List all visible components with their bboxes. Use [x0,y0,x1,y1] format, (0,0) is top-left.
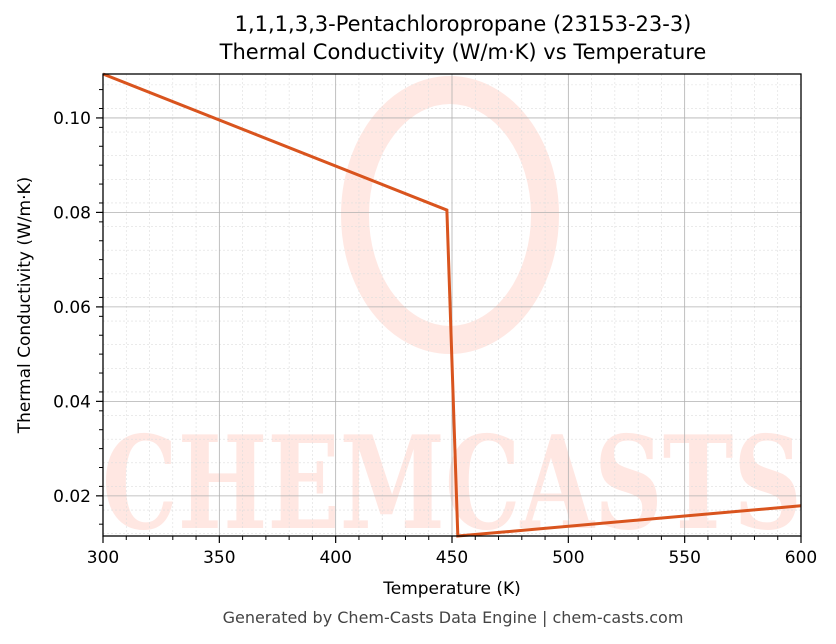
x-tick-label: 550 [668,548,700,568]
y-tick-label: 0.02 [53,487,91,507]
x-axis-label: Temperature (K) [382,579,521,599]
y-tick-label: 0.04 [53,392,91,412]
chart-title: 1,1,1,3,3-Pentachloropropane (23153-23-3… [234,12,692,36]
y-tick-label: 0.06 [53,298,91,318]
x-tick-label: 450 [436,548,468,568]
x-tick-label: 350 [203,548,235,568]
y-tick-label: 0.08 [53,203,91,223]
footer-credit: Generated by Chem-Casts Data Engine | ch… [222,608,684,627]
chart-subtitle: Thermal Conductivity (W/m·K) vs Temperat… [219,40,707,64]
y-tick-label: 0.10 [53,109,91,129]
x-tick-label: 300 [87,548,119,568]
x-tick-label: 500 [552,548,584,568]
ticks: 300 350 400 450 500 550 600 0.02 0.04 0.06 0.08 0.1… [53,89,817,568]
data-line [102,72,802,538]
x-tick-label: 600 [785,548,817,568]
y-axis-label: Thermal Conductivity (W/m·K) [15,177,35,435]
x-tick-label: 400 [319,548,351,568]
